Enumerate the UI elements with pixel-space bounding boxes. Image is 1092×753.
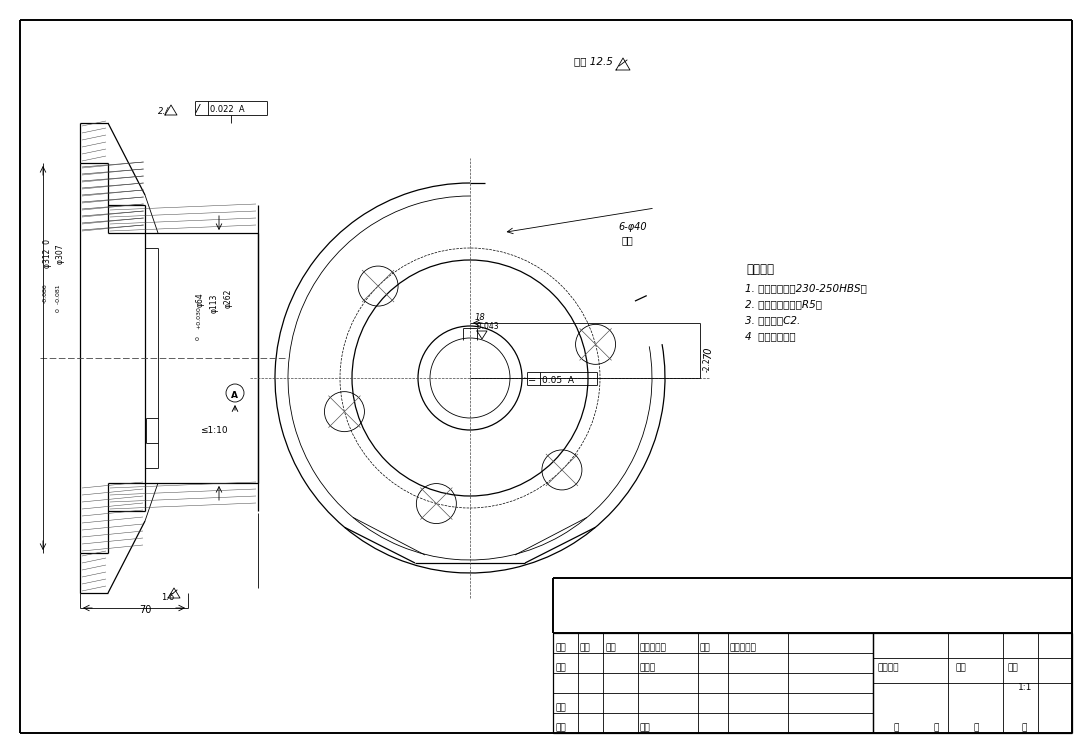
Text: 均布: 均布	[622, 235, 633, 245]
Text: 标准化: 标准化	[640, 663, 656, 672]
Text: 分区: 分区	[605, 643, 616, 652]
Text: 技术要求: 技术要求	[746, 263, 774, 276]
Text: 审核: 审核	[555, 703, 566, 712]
Text: 1.6: 1.6	[162, 593, 175, 602]
Text: A: A	[232, 391, 238, 400]
Text: 批准: 批准	[640, 723, 651, 732]
Text: 0.05  A: 0.05 A	[542, 376, 574, 385]
Text: 2. 未注圆角半径为R5。: 2. 未注圆角半径为R5。	[745, 299, 822, 309]
Text: 0: 0	[195, 336, 201, 340]
Text: ≤1:10: ≤1:10	[200, 426, 227, 435]
Text: φ262: φ262	[224, 288, 233, 308]
Text: 阶段标记: 阶段标记	[878, 663, 900, 672]
Text: 3. 未注倒角C2.: 3. 未注倒角C2.	[745, 315, 800, 325]
Text: 1:1: 1:1	[1018, 683, 1032, 692]
Text: /: /	[195, 104, 200, 114]
Text: φ113: φ113	[210, 294, 219, 312]
Text: 工艺: 工艺	[555, 723, 566, 732]
Text: 2./: 2./	[158, 106, 169, 115]
Text: 70: 70	[703, 346, 713, 359]
Text: φ307: φ307	[56, 242, 66, 264]
Text: 签名: 签名	[700, 643, 711, 652]
Text: 4  清洗去毛刺。: 4 清洗去毛刺。	[745, 331, 796, 341]
Text: 标记: 标记	[555, 643, 566, 652]
Text: φ312  0: φ312 0	[43, 239, 52, 267]
Text: 共: 共	[893, 723, 899, 732]
Text: 年、月、日: 年、月、日	[729, 643, 757, 652]
Text: φ64: φ64	[195, 293, 205, 307]
Text: 重量: 重量	[956, 663, 965, 672]
Text: 0  -0.081: 0 -0.081	[56, 284, 61, 312]
Text: 其余 12.5: 其余 12.5	[574, 56, 613, 66]
Text: -0.086: -0.086	[43, 283, 48, 303]
Text: 70: 70	[139, 605, 151, 615]
Text: 处数: 处数	[580, 643, 591, 652]
Text: 第: 第	[973, 723, 978, 732]
Text: 更改文件号: 更改文件号	[640, 643, 667, 652]
Text: 张: 张	[1021, 723, 1026, 732]
Text: -2.2: -2.2	[703, 358, 712, 372]
Text: 0.022  A: 0.022 A	[210, 105, 245, 114]
Text: +0.030: +0.030	[195, 306, 201, 330]
Text: -0.043: -0.043	[475, 322, 500, 331]
Text: =: =	[529, 375, 536, 385]
Text: 18: 18	[475, 313, 486, 322]
Text: 张: 张	[933, 723, 938, 732]
Text: 设计: 设计	[555, 663, 566, 672]
Text: 6-φ40: 6-φ40	[618, 222, 646, 232]
Text: 比例: 比例	[1008, 663, 1019, 672]
Text: 1. 热处理调质，230-250HBS。: 1. 热处理调质，230-250HBS。	[745, 283, 867, 293]
